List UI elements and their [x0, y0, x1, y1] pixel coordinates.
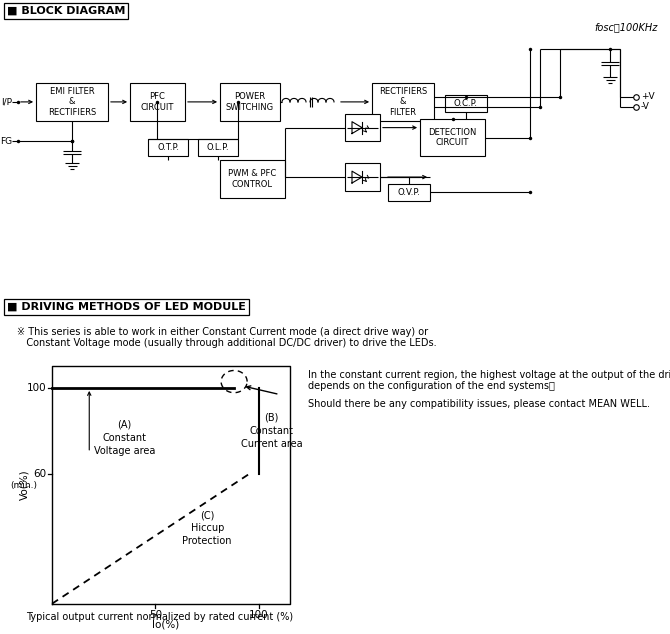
- Text: (C)
Hiccup
Protection: (C) Hiccup Protection: [182, 510, 232, 547]
- Bar: [130, 83, 185, 120]
- Text: ■ DRIVING METHODS OF LED MODULE: ■ DRIVING METHODS OF LED MODULE: [7, 302, 246, 312]
- Text: +V: +V: [641, 93, 655, 101]
- Text: FG: FG: [0, 137, 12, 146]
- Bar: [220, 83, 280, 120]
- Text: ■ BLOCK DIAGRAM: ■ BLOCK DIAGRAM: [7, 6, 125, 16]
- Bar: [388, 184, 430, 201]
- Text: 50: 50: [149, 610, 162, 620]
- Text: O.C.P.: O.C.P.: [454, 99, 478, 108]
- Text: In the constant current region, the highest voltage at the output of the driver: In the constant current region, the high…: [308, 370, 670, 380]
- Bar: [445, 95, 487, 112]
- Text: depends on the configuration of the end systems．: depends on the configuration of the end …: [308, 380, 555, 391]
- Text: -V: -V: [641, 102, 650, 112]
- Text: fosc：100KHz: fosc：100KHz: [595, 22, 658, 32]
- Text: O.V.P.: O.V.P.: [397, 188, 420, 197]
- Text: 100: 100: [249, 610, 269, 620]
- Text: ※ This series is able to work in either Constant Current mode (a direct drive wa: ※ This series is able to work in either …: [17, 327, 428, 337]
- Text: O.T.P.: O.T.P.: [157, 143, 179, 152]
- Bar: [372, 83, 434, 120]
- Text: Should there be any compatibility issues, please contact MEAN WELL.: Should there be any compatibility issues…: [308, 399, 650, 409]
- Bar: [198, 138, 238, 157]
- Text: RECTIFIERS
&
FILTER: RECTIFIERS & FILTER: [379, 87, 427, 117]
- Text: PFC
CIRCUIT: PFC CIRCUIT: [141, 92, 174, 112]
- Bar: [345, 163, 380, 191]
- Text: 100: 100: [26, 383, 46, 393]
- Text: Vo(%): Vo(%): [19, 470, 29, 500]
- Bar: [345, 113, 380, 141]
- Text: O.L.P.: O.L.P.: [206, 143, 229, 152]
- Text: PWM & PFC
CONTROL: PWM & PFC CONTROL: [228, 169, 277, 189]
- Text: (B)
Constant
Current area: (B) Constant Current area: [241, 413, 302, 450]
- Text: I/P: I/P: [1, 98, 12, 107]
- Bar: [220, 160, 285, 198]
- Text: Typical output current normalized by rated current (%): Typical output current normalized by rat…: [25, 612, 293, 622]
- Bar: [420, 119, 485, 157]
- Text: Constant Voltage mode (usually through additional DC/DC driver) to drive the LED: Constant Voltage mode (usually through a…: [17, 338, 437, 348]
- Text: EMI FILTER
&
RECTIFIERS: EMI FILTER & RECTIFIERS: [48, 87, 96, 117]
- Text: Io(%): Io(%): [152, 620, 180, 630]
- Text: POWER
SWITCHING: POWER SWITCHING: [226, 92, 274, 112]
- Text: DETECTION
CIRCUIT: DETECTION CIRCUIT: [428, 127, 476, 147]
- Bar: [36, 83, 108, 120]
- Text: (min.): (min.): [11, 481, 38, 489]
- Text: 60: 60: [33, 469, 46, 479]
- Bar: [148, 138, 188, 157]
- Text: (A)
Constant
Voltage area: (A) Constant Voltage area: [94, 420, 155, 456]
